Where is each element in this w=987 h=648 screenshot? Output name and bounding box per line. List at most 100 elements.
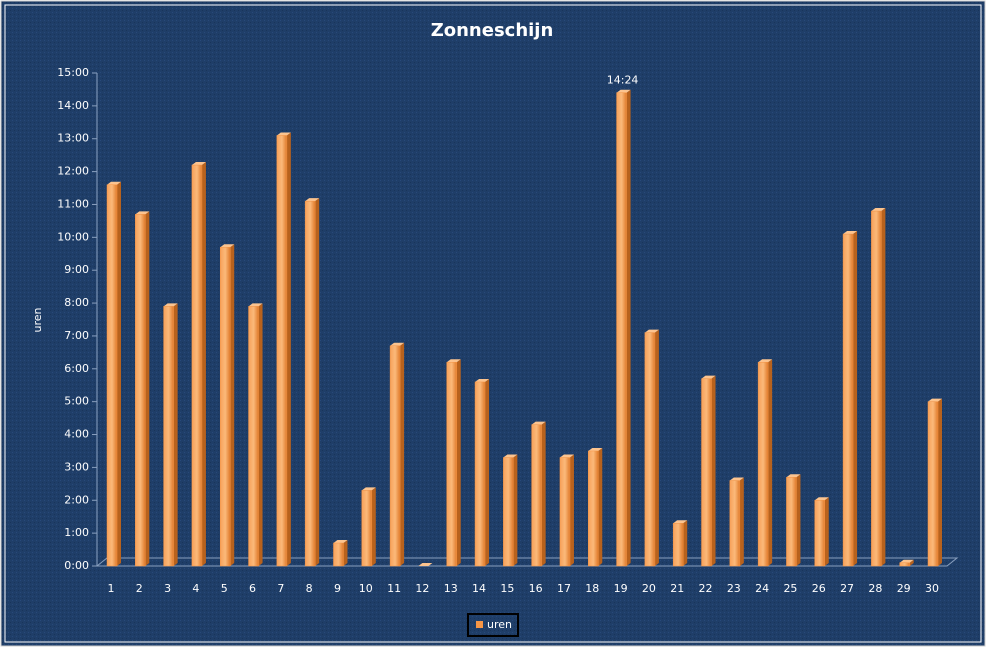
bar-top [305, 198, 320, 202]
y-tick-label: 9:00 [64, 263, 89, 276]
bar-top [729, 477, 744, 481]
bar-side [201, 162, 206, 566]
x-tick-label: 23 [727, 582, 741, 595]
x-tick-label: 16 [529, 582, 543, 595]
bar-top [248, 303, 263, 307]
x-tick-label: 18 [585, 582, 599, 595]
bar [163, 306, 174, 567]
bar-top [418, 563, 433, 566]
bar-top [559, 454, 574, 458]
bar-side [569, 454, 574, 566]
bar-side [824, 497, 829, 566]
legend [467, 613, 519, 637]
bar-top [644, 329, 659, 333]
bar [899, 562, 910, 567]
bar-top [333, 539, 348, 543]
y-tick-label: 12:00 [57, 165, 89, 178]
bar-side [909, 559, 914, 566]
bar [333, 542, 344, 567]
bar-top [503, 454, 518, 458]
y-tick-label: 6:00 [64, 362, 89, 375]
bar [361, 490, 373, 567]
x-tick-label: 10 [359, 582, 373, 595]
x-tick-label: 21 [670, 582, 684, 595]
bar-top [475, 378, 490, 382]
x-tick-label: 20 [642, 582, 656, 595]
bar-top [616, 89, 631, 93]
bar [672, 523, 684, 567]
bar-top [588, 447, 603, 451]
bar-side [938, 398, 942, 566]
x-tick-label: 8 [306, 582, 313, 595]
chart-title: Zonneschijn [431, 20, 554, 41]
bar-top [899, 559, 914, 563]
bar [871, 210, 882, 567]
x-tick-label: 9 [334, 582, 341, 595]
x-tick-label: 26 [812, 582, 826, 595]
x-tick-label: 14 [472, 582, 486, 595]
y-tick-label: 0:00 [64, 559, 89, 572]
chart-border [4, 4, 982, 643]
bar-top [446, 359, 461, 363]
bar [842, 233, 854, 567]
bar-side [400, 342, 405, 566]
bar [588, 450, 599, 567]
bar-side [173, 303, 178, 566]
y-tick-label: 5:00 [64, 395, 89, 408]
bar-top [814, 497, 829, 501]
x-tick-label: 4 [192, 582, 199, 595]
bar [701, 378, 712, 567]
x-tick-label: 17 [557, 582, 571, 595]
x-tick-label: 25 [783, 582, 797, 595]
bar [219, 246, 231, 567]
x-tick-label: 11 [387, 582, 401, 595]
y-tick-label: 8:00 [64, 296, 89, 309]
x-tick-label: 5 [221, 582, 228, 595]
y-tick-label: 10:00 [57, 230, 89, 243]
x-tick-label: 22 [699, 582, 713, 595]
x-tick-label: 6 [249, 582, 256, 595]
bar [559, 457, 571, 567]
bar-top [220, 244, 235, 248]
bar [729, 480, 741, 567]
y-tick-label: 14:00 [57, 99, 89, 112]
bar-side [513, 454, 518, 566]
y-tick-label: 15:00 [57, 66, 89, 79]
bar-side [711, 375, 716, 566]
bar-top [843, 231, 858, 235]
x-tick-label: 19 [614, 582, 628, 595]
bar-top [871, 208, 886, 212]
bar [191, 164, 203, 567]
y-tick-label: 2:00 [64, 493, 89, 506]
legend-swatch [476, 621, 483, 628]
bar-side [343, 539, 348, 566]
x-tick-label: 24 [755, 582, 769, 595]
bar-top [135, 211, 150, 215]
bar-top [361, 487, 376, 491]
bar-top [786, 474, 801, 478]
bar-side [371, 487, 376, 566]
x-tick-label: 28 [868, 582, 882, 595]
bar [446, 361, 457, 567]
bar-side [258, 303, 263, 566]
bar-side [683, 520, 688, 566]
bar-side [626, 89, 631, 566]
floor [95, 557, 959, 567]
bar-side [853, 231, 858, 566]
bar-side [117, 181, 121, 566]
bar [304, 200, 316, 567]
y-tick-label: 11:00 [57, 197, 89, 210]
x-tick-label: 29 [897, 582, 911, 595]
bar-side [768, 359, 773, 566]
bar-side [796, 474, 801, 566]
bar-side [881, 208, 886, 567]
y-tick-label: 1:00 [64, 526, 89, 539]
x-tick-label: 13 [444, 582, 458, 595]
bar-side [654, 329, 659, 566]
x-tick-label: 2 [136, 582, 143, 595]
x-tick-label: 30 [925, 582, 939, 595]
bar [106, 184, 118, 567]
bar [531, 424, 542, 567]
data-label: 14:24 [607, 74, 639, 87]
